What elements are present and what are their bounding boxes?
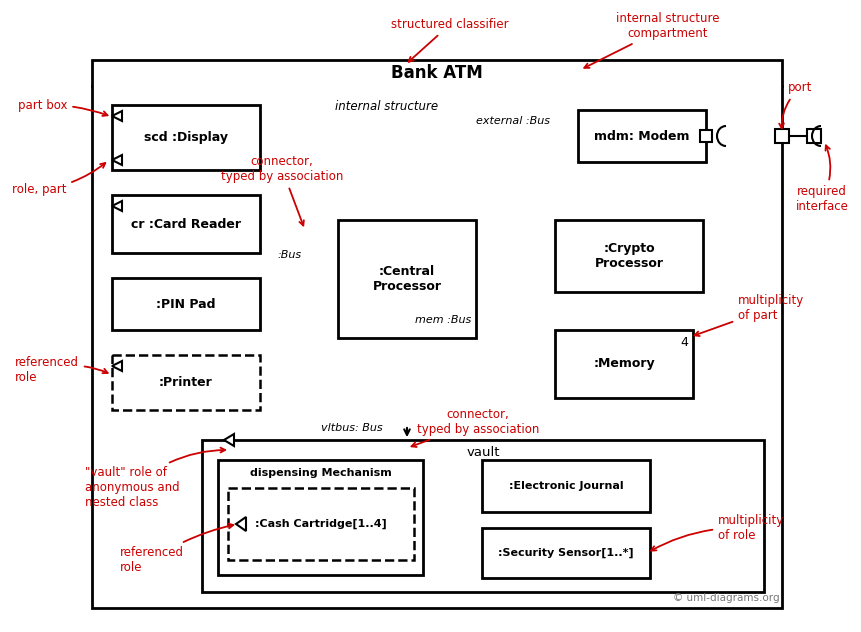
Text: connector,
typed by association: connector, typed by association — [220, 155, 344, 226]
Polygon shape — [112, 201, 122, 211]
Text: © uml-diagrams.org: © uml-diagrams.org — [673, 593, 780, 603]
Text: scd :Display: scd :Display — [144, 131, 228, 144]
Text: role, part: role, part — [12, 163, 105, 197]
Text: :Electronic Journal: :Electronic Journal — [509, 481, 623, 491]
Text: Bank ATM: Bank ATM — [391, 64, 483, 82]
Text: cr :Card Reader: cr :Card Reader — [131, 217, 241, 231]
Text: :Central
Processor: :Central Processor — [373, 265, 442, 293]
Bar — [578, 110, 706, 162]
Text: multiplicity
of role: multiplicity of role — [651, 514, 784, 550]
Bar — [112, 278, 260, 330]
Text: dispensing Mechanism: dispensing Mechanism — [250, 468, 392, 478]
Polygon shape — [112, 155, 122, 165]
Bar — [218, 460, 423, 575]
Text: :Bus: :Bus — [278, 250, 302, 260]
Text: required
interface: required interface — [796, 145, 848, 213]
Bar — [228, 488, 414, 560]
Text: :PIN Pad: :PIN Pad — [156, 298, 216, 310]
Text: mem :Bus: mem :Bus — [415, 315, 471, 325]
Text: internal structure: internal structure — [336, 99, 438, 112]
Polygon shape — [224, 434, 234, 446]
Text: referenced
role: referenced role — [15, 356, 108, 384]
Text: part box: part box — [18, 99, 108, 116]
Text: port: port — [779, 82, 812, 128]
Text: :Security Sensor[1..*]: :Security Sensor[1..*] — [499, 548, 634, 558]
Bar — [555, 330, 693, 398]
Bar — [202, 440, 764, 592]
Bar — [482, 528, 650, 578]
Text: internal structure
compartment: internal structure compartment — [585, 12, 720, 68]
Bar — [112, 105, 260, 170]
Bar — [338, 220, 476, 338]
Bar — [92, 60, 782, 608]
Text: :Cash Cartridge[1..4]: :Cash Cartridge[1..4] — [255, 519, 387, 529]
Text: referenced
role: referenced role — [120, 524, 233, 574]
Bar — [807, 129, 821, 143]
Bar — [700, 130, 712, 142]
Text: vltbus: Bus: vltbus: Bus — [321, 423, 383, 433]
Bar — [112, 195, 260, 253]
Bar — [555, 220, 703, 292]
Text: multiplicity
of part: multiplicity of part — [695, 294, 804, 336]
Polygon shape — [112, 361, 122, 371]
Text: "vault" role of
anonymous and
nested class: "vault" role of anonymous and nested cla… — [85, 447, 226, 509]
Text: 4: 4 — [680, 336, 688, 349]
Bar — [775, 129, 789, 143]
Bar — [112, 355, 260, 410]
Text: :Printer: :Printer — [159, 376, 213, 389]
Text: structured classifier: structured classifier — [391, 18, 509, 62]
Text: connector,
typed by association: connector, typed by association — [412, 408, 539, 447]
Bar — [482, 460, 650, 512]
Text: mdm: Modem: mdm: Modem — [594, 130, 690, 142]
Polygon shape — [112, 111, 122, 121]
Text: external :Bus: external :Bus — [476, 116, 550, 126]
Text: :Crypto
Processor: :Crypto Processor — [594, 242, 664, 270]
Text: :Memory: :Memory — [593, 358, 655, 370]
Polygon shape — [236, 517, 246, 531]
Text: vault: vault — [467, 446, 499, 459]
